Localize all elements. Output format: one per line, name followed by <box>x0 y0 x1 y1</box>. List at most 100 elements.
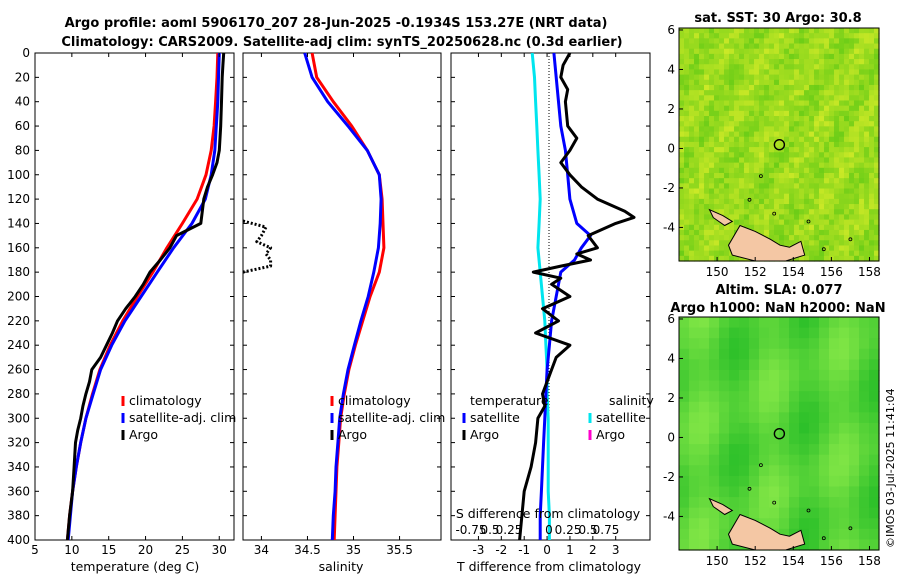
map-cell <box>704 219 710 226</box>
map-cell <box>784 74 790 81</box>
map-cell <box>849 528 860 541</box>
temperature-ytick-label: 120 <box>7 192 30 206</box>
map-cell <box>779 43 785 50</box>
map-cell <box>749 167 755 174</box>
map-cell <box>679 497 690 509</box>
map-cell <box>864 53 870 60</box>
land-mass <box>727 224 806 262</box>
temperature-xtick-label: 25 <box>175 543 190 557</box>
map-cell <box>699 507 710 519</box>
map-cell <box>759 147 765 153</box>
map-cell <box>869 38 875 45</box>
map-cell <box>719 152 725 159</box>
sla-map-field <box>679 317 880 551</box>
map-cell <box>719 90 725 96</box>
map-cell <box>829 338 840 350</box>
map-cell <box>869 528 880 541</box>
map-cell <box>869 475 880 488</box>
map-cell <box>749 198 755 205</box>
map-cell <box>709 348 720 360</box>
map-cell <box>779 64 785 71</box>
map-cell <box>839 198 845 205</box>
map-cell <box>869 116 875 122</box>
map-cell <box>819 38 825 45</box>
map-cell <box>834 255 840 262</box>
map-cell <box>749 100 755 107</box>
map-cell <box>804 204 810 210</box>
map-cell <box>729 486 740 498</box>
map-cell <box>689 188 695 195</box>
map-cell <box>684 43 690 50</box>
map-cell <box>709 188 715 195</box>
map-cell <box>869 204 875 210</box>
map-cell <box>859 38 865 45</box>
map-cell <box>774 204 780 210</box>
map-cell <box>869 454 880 466</box>
map-cell <box>784 59 790 65</box>
map-cell <box>849 454 860 466</box>
map-cell <box>699 131 705 138</box>
map-cell <box>829 327 840 339</box>
map-cell <box>689 100 695 107</box>
map-cell <box>729 209 735 215</box>
map-cell <box>819 338 830 350</box>
map-cell <box>679 465 690 477</box>
map-cell <box>739 209 745 215</box>
map-cell <box>704 178 710 184</box>
map-cell <box>799 338 810 350</box>
map-cell <box>749 28 755 34</box>
map-cell <box>859 240 865 247</box>
map-cell <box>759 359 770 371</box>
map-cell <box>784 204 790 210</box>
temperature-argo-line <box>65 52 226 541</box>
map-cell <box>694 235 700 241</box>
map-cell <box>794 90 800 96</box>
map-cell <box>794 116 800 122</box>
map-cell <box>789 121 795 127</box>
difference-top-xtick-label: 0.75 <box>593 523 620 537</box>
map-cell <box>819 465 830 477</box>
map-cell <box>844 240 850 247</box>
map-cell <box>699 69 705 76</box>
map-cell <box>839 539 850 551</box>
map-cell <box>684 250 690 257</box>
map-cell <box>719 131 725 138</box>
map-cell <box>764 152 770 159</box>
map-ytick-label: 4 <box>667 62 675 76</box>
map-cell <box>829 193 835 200</box>
map-cell <box>789 90 795 96</box>
salinity-legend-label: climatology <box>338 393 411 408</box>
map-cell <box>679 422 690 435</box>
map-cell <box>859 401 870 413</box>
map-cell <box>794 235 800 241</box>
map-cell <box>859 412 870 424</box>
map-cell <box>864 172 870 179</box>
map-cell <box>839 528 850 541</box>
map-cell <box>724 110 730 117</box>
map-cell <box>729 412 740 424</box>
map-cell <box>839 33 845 39</box>
map-cell <box>819 497 830 509</box>
map-cell <box>849 475 860 488</box>
map-cell <box>819 95 825 102</box>
map-cell <box>774 53 780 60</box>
map-cell <box>844 214 850 221</box>
map-cell <box>699 454 710 466</box>
map-cell <box>769 84 775 91</box>
map-cell <box>819 53 825 60</box>
map-cell <box>869 229 875 236</box>
map-cell <box>754 84 760 91</box>
difference-xtick-label: 3 <box>612 543 620 557</box>
map-cell <box>684 152 690 159</box>
map-cell <box>854 193 860 200</box>
map-cell <box>684 95 690 102</box>
map-cell <box>764 131 770 138</box>
map-cell <box>714 33 720 39</box>
map-cell <box>824 136 830 143</box>
map-cell <box>759 369 770 382</box>
map-cell <box>689 369 700 382</box>
map-cell <box>849 178 855 184</box>
map-cell <box>799 141 805 148</box>
map-cell <box>679 33 685 39</box>
map-cell <box>784 229 790 236</box>
